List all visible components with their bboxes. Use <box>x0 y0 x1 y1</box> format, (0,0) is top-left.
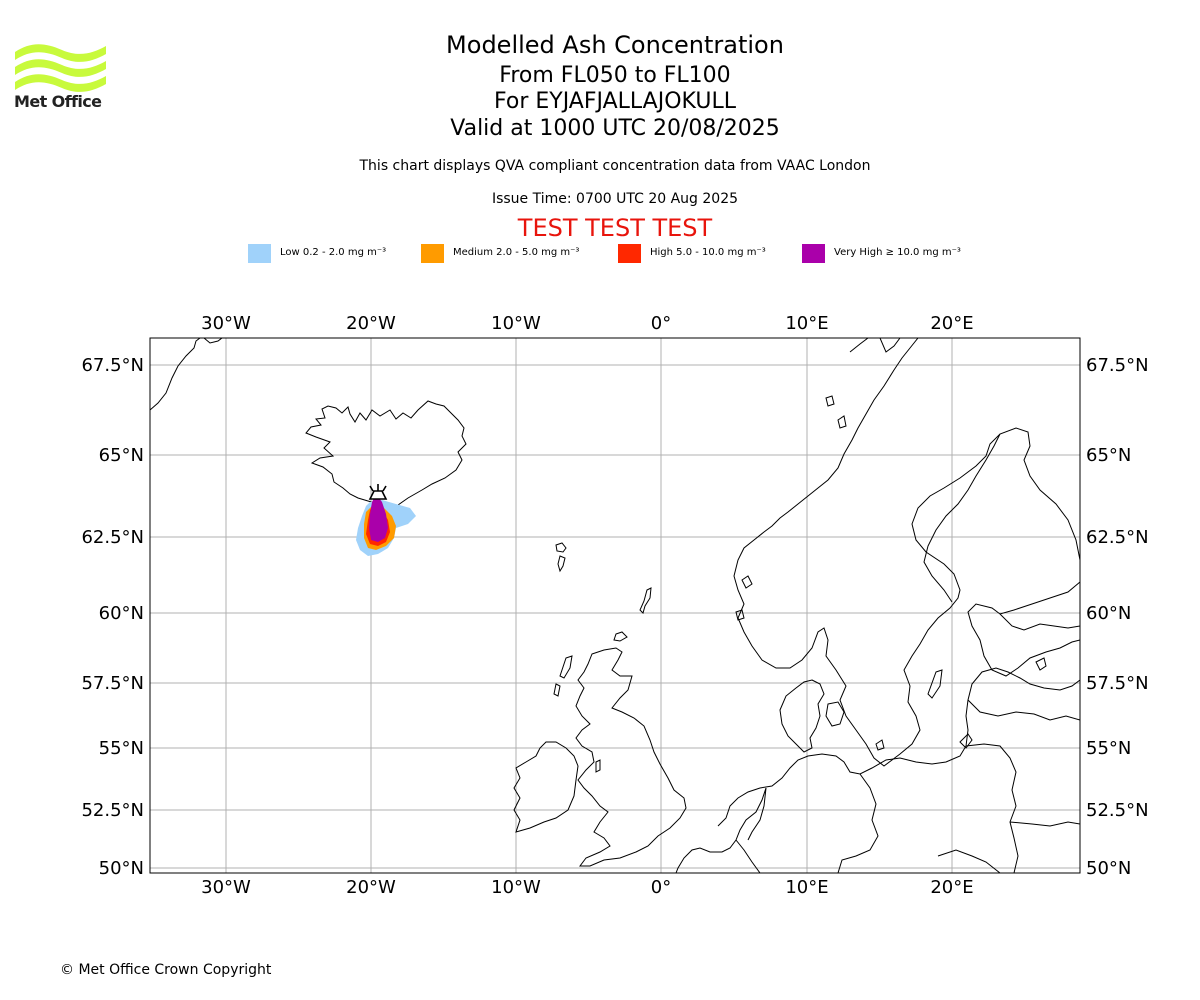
lat-tick-label: 67.5°N <box>1086 355 1149 376</box>
lon-labels-top: 30°W 20°W 10°W 0° 10°E 20°E <box>201 313 973 334</box>
chart-title: Modelled Ash Concentration <box>446 31 784 59</box>
legend-swatch-high <box>618 244 641 263</box>
compliance-note: This chart displays QVA compliant concen… <box>359 158 871 174</box>
ireland-coast <box>513 741 579 833</box>
benelux-france-coast <box>675 787 767 873</box>
legend-swatch-very-high <box>802 244 825 263</box>
legend-swatch-low <box>248 244 271 263</box>
legend-swatch-medium <box>421 244 444 263</box>
legend-label-medium: Medium 2.0 - 5.0 mg m⁻³ <box>453 247 580 258</box>
lat-tick-label: 60°N <box>1086 603 1131 624</box>
lon-tick-label: 30°W <box>201 877 251 898</box>
ash-area-very-high <box>369 494 388 542</box>
lat-labels-left: 67.5°N 65°N 62.5°N 60°N 57.5°N 55°N 52.5°N 50°N <box>81 355 144 879</box>
legend-label-high: High 5.0 - 10.0 mg m⁻³ <box>650 247 766 258</box>
sweden-east-coast <box>923 433 1001 603</box>
isle-of-man <box>595 759 601 773</box>
lat-tick-label: 52.5°N <box>81 800 144 821</box>
lat-tick-label: 55°N <box>1086 738 1131 759</box>
orkney-islands <box>613 631 628 642</box>
lat-tick-label: 52.5°N <box>1086 800 1149 821</box>
lon-tick-label: 20°E <box>930 877 973 898</box>
lon-tick-label: 20°W <box>346 313 396 334</box>
iceland-coast <box>305 400 467 507</box>
lat-tick-label: 67.5°N <box>81 355 144 376</box>
lon-tick-label: 10°E <box>785 313 828 334</box>
lon-tick-label: 30°W <box>201 313 251 334</box>
hebrides-islands <box>553 655 573 697</box>
lat-tick-label: 50°N <box>99 858 144 879</box>
valid-time: Valid at 1000 UTC 20/08/2025 <box>450 116 780 141</box>
lat-tick-label: 62.5°N <box>81 527 144 548</box>
volcano-name: For EYJAFJALLAJOKULL <box>494 89 736 114</box>
lon-tick-label: 0° <box>651 313 671 334</box>
great-britain-coast <box>575 647 687 867</box>
lat-tick-label: 50°N <box>1086 858 1131 879</box>
lon-tick-label: 10°W <box>491 313 541 334</box>
met-office-logo <box>15 44 106 92</box>
copyright-notice: © Met Office Crown Copyright <box>60 962 272 978</box>
lon-tick-label: 20°E <box>930 313 973 334</box>
lat-tick-label: 60°N <box>99 603 144 624</box>
volcano-icon <box>368 484 388 500</box>
flight-level-range: From FL050 to FL100 <box>499 63 731 88</box>
lat-tick-label: 55°N <box>99 738 144 759</box>
baltic-coast <box>717 667 1080 827</box>
greenland-coast <box>150 338 223 411</box>
lat-tick-label: 65°N <box>1086 445 1131 466</box>
legend-label-low: Low 0.2 - 2.0 mg m⁻³ <box>280 247 387 258</box>
lat-tick-label: 62.5°N <box>1086 527 1149 548</box>
lat-tick-label: 57.5°N <box>1086 673 1149 694</box>
test-banner: TEST TEST TEST <box>517 214 713 242</box>
lat-tick-label: 65°N <box>99 445 144 466</box>
map-frame <box>149 337 1081 874</box>
graticule <box>150 338 1080 873</box>
lon-tick-label: 10°E <box>785 877 828 898</box>
denmark-coast <box>779 679 845 753</box>
legend-label-very-high: Very High ≥ 10.0 mg m⁻³ <box>834 247 961 258</box>
scandinavia-coast <box>733 338 1080 767</box>
lon-tick-label: 10°W <box>491 877 541 898</box>
baltic-islands <box>875 657 1047 751</box>
logo-text: Met Office <box>14 92 102 111</box>
lon-labels-bottom: 30°W 20°W 10°W 0° 10°E 20°E <box>201 877 973 898</box>
issue-time: Issue Time: 0700 UTC 20 Aug 2025 <box>491 191 739 207</box>
lat-tick-label: 57.5°N <box>81 673 144 694</box>
norway-islands <box>735 395 847 621</box>
faroe-islands <box>555 542 567 573</box>
lon-tick-label: 0° <box>651 877 671 898</box>
lon-tick-label: 20°W <box>346 877 396 898</box>
country-borders <box>735 613 1080 873</box>
shetland-islands <box>639 587 652 614</box>
lat-labels-right: 67.5°N 65°N 62.5°N 60°N 57.5°N 55°N 52.5°N 50°N <box>1086 355 1149 879</box>
